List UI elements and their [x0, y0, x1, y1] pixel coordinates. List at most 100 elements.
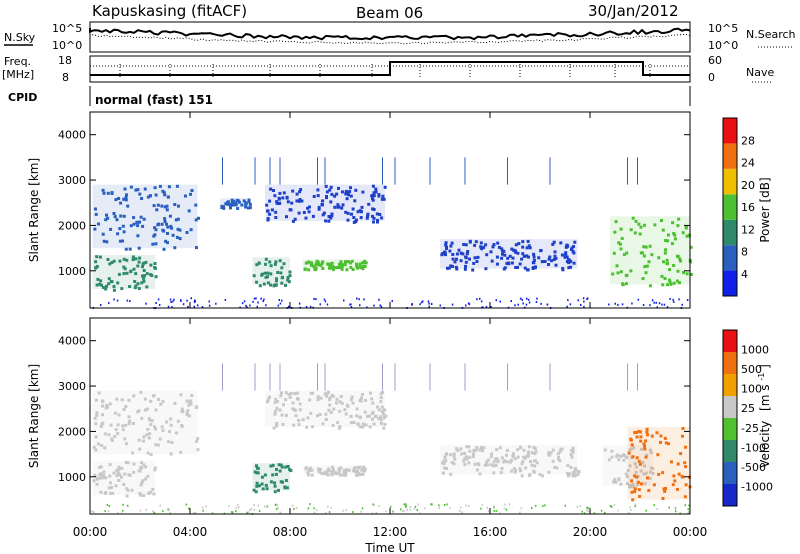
power-cell: [281, 196, 285, 200]
power-cell: [162, 229, 166, 233]
power-cell: [154, 228, 158, 232]
power-noise-cell: [669, 297, 671, 300]
power-noise-cell: [631, 302, 633, 305]
velocity-noise-cell: [360, 510, 362, 513]
power-cell: [330, 212, 334, 216]
power-cell: [455, 252, 459, 256]
power-cell: [365, 216, 369, 220]
velocity-cell: [489, 463, 493, 467]
velocity-cell: [443, 456, 447, 459]
velocity-cell: [176, 419, 180, 423]
velocity-cell: [125, 487, 129, 491]
power-cell: [93, 227, 97, 231]
power-cell: [142, 217, 146, 221]
velocity-cell: [189, 402, 193, 406]
velocity-noise-cell: [424, 507, 426, 510]
power-cell: [356, 210, 360, 214]
velocity-cell: [639, 439, 643, 443]
velocity-cell: [644, 439, 648, 443]
power-cell: [118, 239, 122, 243]
velocity-cell: [639, 430, 643, 434]
velocity-cell: [630, 447, 633, 451]
power-noise-cell: [245, 304, 247, 307]
velocity-cell: [328, 396, 332, 400]
power-noise-cell: [366, 306, 368, 309]
velocity-cell: [532, 470, 536, 474]
velocity-cell: [516, 455, 520, 459]
power-cell: [644, 271, 648, 275]
power-noise-cell: [252, 300, 254, 303]
power-cell: [669, 282, 673, 286]
power-cell: [455, 257, 458, 261]
velocity-noise-cell: [185, 503, 188, 506]
power-cell: [315, 259, 319, 263]
power-cell: [137, 260, 141, 264]
velocity-cell: [100, 422, 104, 426]
velocity-cell: [285, 486, 289, 490]
power-cell: [123, 267, 127, 271]
power-noise-cell: [278, 299, 280, 301]
power-cell: [329, 262, 332, 266]
velocity-cell: [145, 407, 149, 411]
velocity-noise-cell: [684, 504, 686, 507]
power-cell: [506, 256, 510, 260]
velocity-cell: [327, 408, 331, 412]
velocity-cell: [533, 452, 537, 455]
velocity-cell: [158, 437, 162, 441]
power-noise-cell: [678, 298, 680, 301]
velocity-cell: [308, 398, 312, 402]
velocity-cell: [110, 437, 114, 441]
power-cell: [537, 256, 541, 260]
power-noise-cell: [319, 303, 321, 306]
power-cell: [268, 199, 272, 203]
velocity-cell: [527, 450, 530, 454]
power-noise-cell: [190, 297, 192, 300]
power-band-5: [302, 259, 365, 269]
power-cell: [325, 190, 329, 194]
velocity-cell: [647, 489, 651, 492]
velocity-noise-cell: [480, 507, 482, 510]
velocity-cell: [327, 467, 331, 471]
velocity-cell: [568, 472, 572, 476]
velocity-cell: [127, 422, 131, 426]
velocity-cell: [260, 475, 264, 479]
velocity-cell: [643, 464, 646, 468]
x-tick-label-2: 08:00: [273, 525, 308, 539]
velocity-cell: [369, 391, 372, 395]
velocity-noise-cell: [508, 503, 511, 506]
power-noise-cell: [672, 298, 674, 301]
power-noise-cell: [324, 300, 327, 303]
velocity-cell: [499, 471, 503, 475]
velocity-cell: [345, 468, 349, 472]
velocity-cell: [275, 422, 279, 425]
power-cell: [661, 228, 665, 232]
velocity-cell: [304, 466, 308, 470]
power-cell: [266, 209, 270, 213]
velocity-cell: [637, 488, 641, 492]
velocity-cell: [131, 451, 135, 455]
velocity-cell: [443, 466, 446, 470]
velocity-cell: [260, 482, 264, 486]
power-noise-cell: [658, 302, 661, 305]
power-cell: [362, 261, 366, 265]
velocity-cell: [139, 465, 143, 469]
velocity-cell: [275, 406, 279, 410]
velocity-cell: [140, 416, 144, 420]
velocity-cell: [317, 467, 321, 471]
power-cell: [309, 263, 313, 267]
x-tick-label-6: 00:00: [673, 525, 708, 539]
velocity-cell: [132, 462, 136, 466]
velocity-noise-cell: [167, 508, 169, 511]
x-tick-label-5: 20:00: [573, 525, 608, 539]
power-cell: [270, 208, 274, 212]
velocity-cell: [307, 468, 311, 472]
velocity-cell: [110, 486, 113, 490]
power-cell: [507, 262, 511, 266]
velocity-colorbar-label: Velocity [m s -1 ]: [753, 364, 772, 468]
power-cell: [190, 189, 194, 192]
velocity-cell: [269, 480, 273, 484]
velocity-noise-cell: [228, 505, 230, 508]
power-cell: [110, 261, 114, 264]
power-noise-cell: [661, 303, 663, 306]
